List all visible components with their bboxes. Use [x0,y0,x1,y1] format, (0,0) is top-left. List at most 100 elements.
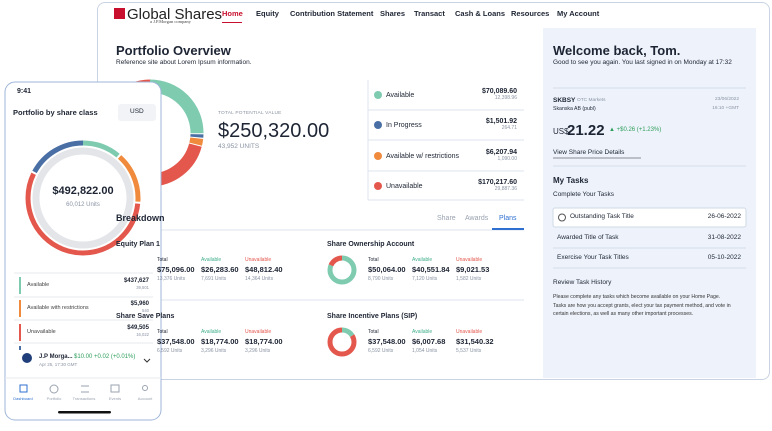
nav-item[interactable]: Home [222,9,243,18]
column-amount: $18,774.00 [201,337,239,346]
task-date: 05-10-2022 [707,254,741,261]
legend-label: Available w/ restrictions [386,152,460,160]
last-signed: Good to see you again. You last signed i… [553,59,732,66]
column-units: 1,054 Units [412,348,438,354]
nav-item[interactable]: Shares [380,9,406,18]
task-date: 26-06-2022 [707,213,741,220]
tab-label[interactable]: Transactions [72,396,96,401]
brand: Global Shares [127,6,223,23]
row-label: Available with restrictions [27,304,89,311]
plan-donut [327,255,357,285]
column-amount: $37,548.00 [368,337,406,346]
nav-item[interactable]: My Account [557,9,600,18]
currency[interactable]: USD [130,108,144,115]
column-label: Unavailable [456,329,483,335]
nav-underline [222,22,242,23]
tasks-subtitle: Complete Your Tasks [553,191,614,198]
page-title: Portfolio Overview [116,43,231,58]
task-title[interactable]: Outstanding Task Title [570,213,634,220]
plan-name: Share Save Plans [116,313,175,320]
tab[interactable]: Plans [499,215,517,222]
task-note: certain elections, as well as many other… [553,311,694,317]
tab[interactable]: Awards [465,215,489,222]
column-amount: $75,096.00 [157,265,195,274]
column-amount: $40,551.84 [412,265,450,274]
tasks-title: My Tasks [553,176,589,185]
tab-label[interactable]: Events [108,396,122,401]
column-label: Available [201,329,222,335]
legend-dividers [116,80,524,301]
welcome: Welcome back, Tom. [553,43,681,58]
row-amount: $5,960 [130,301,149,307]
row-bar [19,324,21,341]
column-label: Total [157,329,168,335]
stock-date: Apr 25, 17:30 GMT [39,362,78,367]
total-value: $250,320.00 [218,120,330,142]
plan-name: Share Ownership Account [327,241,415,248]
chevron[interactable] [143,358,151,363]
legend-label: In Progress [386,121,422,129]
legend-amount: $70,089.60 [481,88,517,95]
section-title: Breakdown [116,213,165,223]
company: Skanska AB (publ) [553,106,596,112]
legend-label: Unavailable [386,182,423,190]
task-date: 31-08-2022 [707,234,741,241]
nav-item[interactable]: Equity [256,9,279,18]
task-box[interactable] [552,207,747,228]
column-units: 3,296 Units [201,348,227,354]
legend-amount: $6,207.94 [485,149,517,156]
legend-dot [374,182,382,190]
market: OTC Markets [577,98,606,103]
legend-label: Available [386,91,415,99]
legend-dot [374,91,382,99]
nav-item[interactable]: Resources [511,9,550,18]
ticker: SKBSY [553,97,576,104]
stock-date: 23/06/2022 [714,97,739,102]
legend-units: 264.71 [501,125,517,131]
tab[interactable]: Share [437,215,456,222]
column-units: 13,376 Units [157,276,186,282]
row-units: 39,501 [136,285,149,290]
task-history[interactable]: Review Task History [553,279,612,286]
total-units: 43,952 UNITS [218,143,260,150]
legend-units: 1,090.00 [497,156,517,162]
stock-time: 16:10 +GMT [712,106,739,111]
nav-item[interactable]: Contribution Statement [290,9,374,18]
stock-quote: $10.00 +0.02 (+0.01%) [74,354,136,360]
legend-dot [374,152,382,160]
legend-dot [374,121,382,129]
price-change: ▲ +$0.26 (+1.23%) [609,127,662,133]
total-label: TOTAL POTENTIAL VALUE [218,111,282,116]
column-units: 7,691 Units [201,276,227,282]
legend-amount: $1,501.92 [485,118,517,125]
tab-label[interactable]: Account [137,396,153,401]
currency-pill[interactable] [118,104,156,121]
row-bar [19,300,21,317]
task-note: Please complete any tasks which become a… [553,294,721,300]
column-label: Unavailable [456,257,483,263]
row-label: Available [27,281,50,288]
tab-label[interactable]: Portfolio [46,396,62,401]
logo-mark [114,8,125,19]
price-link[interactable]: View Share Price Details [553,149,625,156]
task-title[interactable]: Exercise Your Task Titles [557,254,629,261]
column-units: 1,582 Units [456,276,482,282]
column-amount: $9,021.53 [456,265,490,274]
legend-amount: $170,217.60 [478,179,517,186]
column-units: 8,790 Units [368,276,394,282]
stock-icon [22,353,32,363]
nav-item[interactable]: Transact [414,9,445,18]
column-units: 6,592 Units [368,348,394,354]
task-title[interactable]: Awarded Title of Task [557,234,619,241]
column-label: Available [412,257,433,263]
plan-name: Share Incentive Plans (SIP) [327,313,418,320]
nav-item[interactable]: Cash & Loans [455,9,506,18]
row-label: Unavailable [27,328,56,335]
mobile-title: Portfolio by share class [13,108,98,117]
tab-label[interactable]: Dashboard [13,396,33,401]
page-subtitle: Reference site about Lorem Ipsum informa… [116,59,252,66]
column-label: Available [412,329,433,335]
column-amount: $6,007.68 [412,337,446,346]
